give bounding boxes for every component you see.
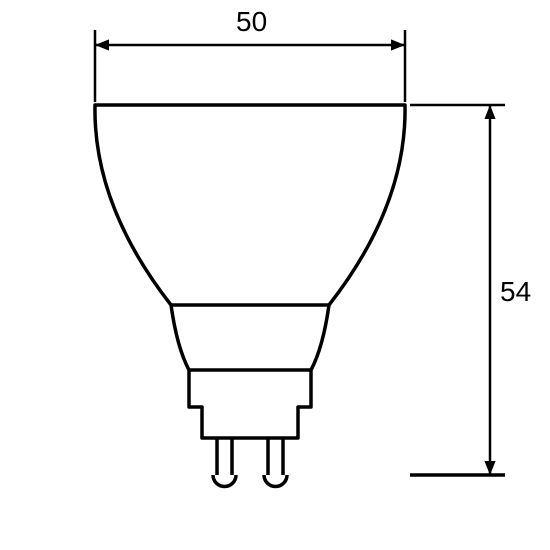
height-dimension-label: 54 — [500, 276, 531, 308]
bulb-technical-drawing — [0, 0, 550, 550]
width-dimension-label: 50 — [236, 6, 267, 38]
